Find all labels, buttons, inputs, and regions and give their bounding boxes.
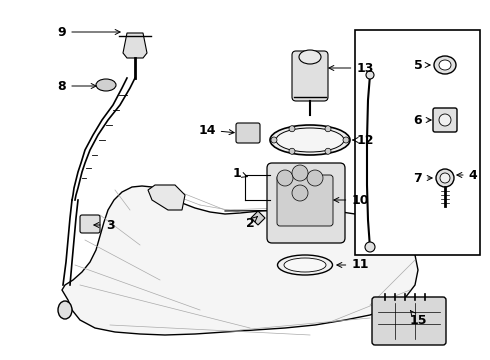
Polygon shape [148, 185, 185, 210]
FancyBboxPatch shape [277, 175, 333, 226]
Ellipse shape [440, 173, 450, 183]
Text: 8: 8 [58, 80, 96, 93]
FancyBboxPatch shape [236, 123, 260, 143]
Ellipse shape [299, 50, 321, 64]
Ellipse shape [434, 56, 456, 74]
Text: 4: 4 [457, 168, 477, 181]
Circle shape [292, 185, 308, 201]
FancyBboxPatch shape [80, 215, 100, 233]
Circle shape [366, 71, 374, 79]
Ellipse shape [276, 128, 344, 152]
Ellipse shape [277, 255, 333, 275]
Text: 13: 13 [329, 62, 374, 75]
FancyBboxPatch shape [433, 108, 457, 132]
FancyBboxPatch shape [267, 163, 345, 243]
Text: 11: 11 [337, 258, 369, 271]
Circle shape [365, 242, 375, 252]
FancyBboxPatch shape [292, 51, 328, 101]
Circle shape [271, 137, 277, 143]
Ellipse shape [439, 114, 451, 126]
Text: 9: 9 [58, 26, 120, 39]
Circle shape [289, 148, 295, 154]
Ellipse shape [96, 79, 116, 91]
Polygon shape [123, 33, 147, 58]
FancyBboxPatch shape [372, 297, 446, 345]
Polygon shape [251, 211, 265, 225]
Text: 10: 10 [334, 194, 369, 207]
Circle shape [292, 165, 308, 181]
Ellipse shape [439, 60, 451, 70]
Text: 1: 1 [233, 166, 247, 180]
Ellipse shape [436, 169, 454, 187]
Ellipse shape [58, 301, 72, 319]
Circle shape [325, 148, 331, 154]
Ellipse shape [284, 258, 326, 272]
Bar [355, 30, 480, 255]
Text: 14: 14 [198, 123, 234, 136]
Circle shape [289, 126, 295, 132]
Text: 3: 3 [94, 219, 114, 231]
Circle shape [307, 170, 323, 186]
Text: 6: 6 [414, 113, 431, 126]
Text: 5: 5 [414, 59, 430, 72]
Text: 7: 7 [414, 171, 432, 185]
Circle shape [343, 137, 349, 143]
Polygon shape [62, 186, 418, 335]
Text: 12: 12 [353, 134, 374, 147]
Text: 15: 15 [409, 311, 427, 327]
Text: 2: 2 [245, 216, 257, 230]
Circle shape [277, 170, 293, 186]
Circle shape [325, 126, 331, 132]
Ellipse shape [270, 125, 350, 155]
